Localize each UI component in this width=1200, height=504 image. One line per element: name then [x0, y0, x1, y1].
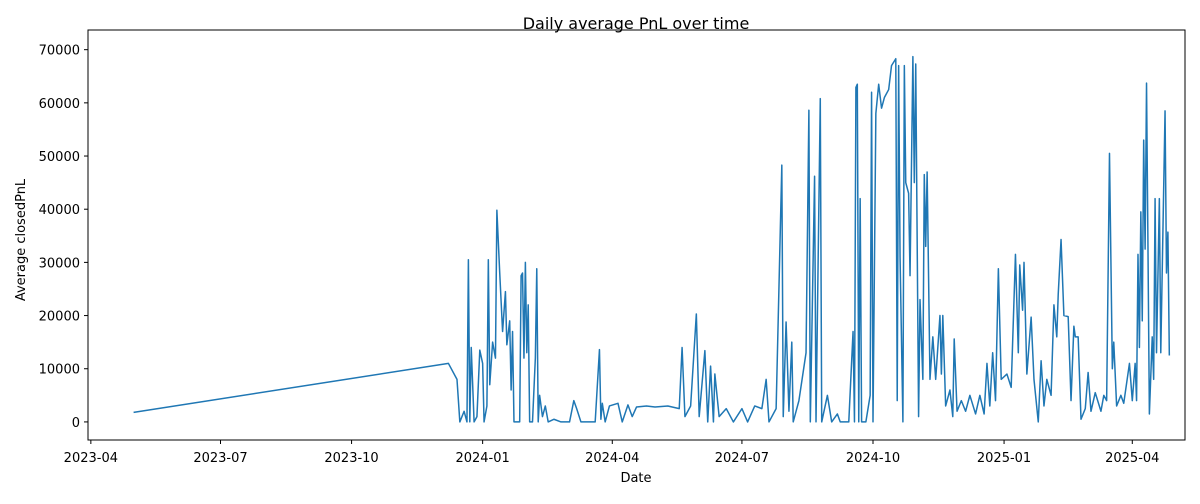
y-tick-label: 10000 [39, 363, 80, 378]
y-tick-label: 60000 [39, 97, 80, 112]
y-tick-label: 20000 [39, 310, 80, 325]
y-tick-label: 40000 [39, 203, 80, 218]
x-tick-label: 2024-07 [715, 451, 769, 466]
y-tick-label: 70000 [39, 44, 80, 59]
x-axis-label: Date [620, 471, 651, 486]
y-axis-label: Average closedPnL [14, 178, 29, 301]
y-tick-label: 0 [72, 416, 80, 431]
y-tick-label: 50000 [39, 150, 80, 165]
x-tick-label: 2025-01 [977, 451, 1031, 466]
x-tick-label: 2025-04 [1105, 451, 1159, 466]
x-tick-label: 2023-07 [193, 451, 247, 466]
line [133, 55, 1171, 423]
x-tick-label: 2024-01 [455, 451, 509, 466]
plot-frame [87, 29, 1186, 441]
y-tick-label: 30000 [39, 256, 80, 271]
x-tick-label: 2023-10 [324, 451, 378, 466]
chart-title: Daily average PnL over time [523, 14, 750, 33]
x-tick-label: 2023-04 [64, 451, 118, 466]
x-tick-label: 2024-04 [585, 451, 639, 466]
x-tick-label: 2024-10 [846, 451, 900, 466]
